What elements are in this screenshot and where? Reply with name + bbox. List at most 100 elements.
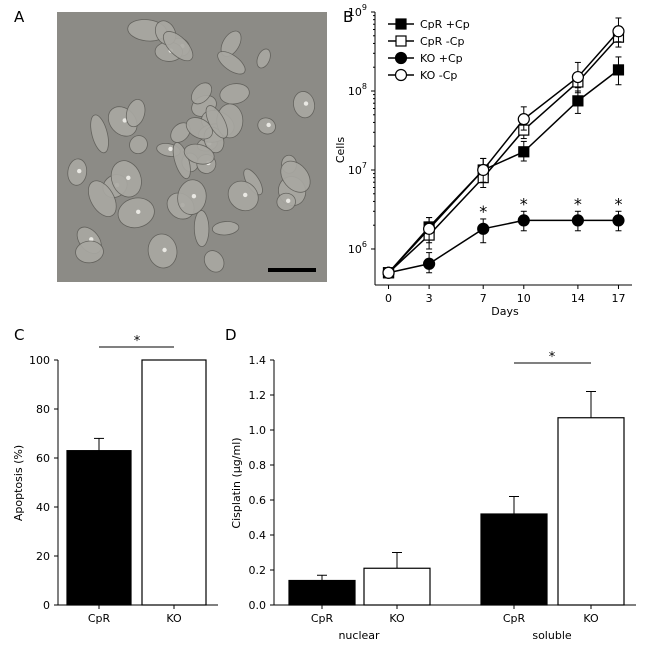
y-tick-exponent: 8 (362, 82, 367, 91)
cell-highlight (303, 101, 309, 106)
cell-highlight (77, 168, 82, 174)
significance-marker: * (574, 194, 582, 213)
y-tick-label: 0.4 (249, 529, 267, 542)
bar-nuclear-ko (363, 567, 431, 606)
cell (110, 160, 142, 198)
cell (75, 240, 104, 264)
legend-marker (395, 18, 407, 30)
cell (211, 221, 240, 236)
y-tick-label: 1.4 (249, 354, 267, 367)
x-tick-label: KO (583, 612, 599, 625)
cell (129, 135, 148, 155)
cell (125, 99, 146, 128)
data-point (517, 214, 530, 227)
y-tick-exponent: 6 (362, 240, 367, 249)
significance-marker: * (520, 194, 528, 213)
y-tick-base: 10 (348, 243, 362, 256)
cell (219, 83, 250, 105)
legend-marker (394, 68, 408, 82)
x-tick-label: CpR (88, 612, 111, 625)
x-tick-label: 0 (385, 292, 392, 305)
significance-marker: * (134, 334, 141, 349)
panel-b-series (382, 17, 625, 279)
cell-highlight (168, 146, 173, 152)
y-tick-label: 80 (36, 403, 50, 416)
cell (276, 192, 296, 211)
cell (185, 117, 213, 140)
scale-bar (268, 268, 316, 272)
cell (227, 180, 259, 212)
panel-b-letter: B (343, 8, 353, 26)
cell-highlight (89, 237, 94, 242)
y-tick-base: 10 (348, 85, 362, 98)
cell (117, 197, 155, 229)
panel-d-significance: * (514, 350, 591, 365)
cell (293, 91, 315, 119)
cell-highlight (122, 118, 127, 123)
panel-c-y-ticks: 0 20 40 60 80 100 (29, 354, 58, 612)
cell (67, 158, 88, 186)
y-tick-label: 1.0 (249, 424, 267, 437)
cell-highlight (243, 192, 248, 198)
data-point (477, 163, 490, 177)
x-tick-label: KO (166, 612, 182, 625)
y-tick-base: 10 (348, 6, 362, 19)
data-point (423, 257, 436, 270)
x-tick-label: 10 (517, 292, 531, 305)
data-point (571, 70, 584, 84)
y-tick-label: 20 (36, 550, 50, 563)
legend-label: CpR +Cp (420, 18, 470, 31)
cell-highlight (136, 209, 141, 215)
panel-c-bars: CpR KO (66, 359, 207, 625)
panel-d-bars: CpR KO nuclear CpR KO soluble (288, 391, 625, 642)
legend-label: KO -Cp (420, 69, 457, 82)
bar-soluble-cpr (480, 513, 548, 606)
panel-c-y-label: Apoptosis (%) (12, 445, 25, 521)
panel-b-significance: * * * * (479, 194, 622, 221)
y-tick-label: 106 (348, 240, 367, 256)
cell (183, 143, 215, 165)
y-tick-label: 60 (36, 452, 50, 465)
panel-d-letter: D (225, 326, 237, 344)
cell (217, 51, 246, 75)
panel-d-y-ticks: 0.0 0.2 0.4 0.6 0.8 1.0 1.2 1.4 (249, 354, 274, 612)
panel-b-y-label: Cells (334, 137, 347, 164)
cell-highlight (285, 198, 291, 204)
y-tick-label: 107 (348, 161, 367, 177)
cell-highlight (126, 175, 131, 181)
y-tick-label: 1.2 (249, 389, 267, 402)
series-line (388, 36, 620, 274)
series-line (387, 69, 619, 274)
x-tick-label: KO (389, 612, 405, 625)
y-tick-label: 100 (29, 354, 50, 367)
panel-c: C 0 20 40 60 80 100 CpR KO * Apoptosis (%) (12, 326, 218, 625)
cell-highlight (191, 193, 197, 199)
data-point (382, 266, 395, 279)
panel-a-letter: A (14, 8, 25, 26)
group-label: nuclear (338, 629, 380, 642)
legend-label: CpR -Cp (420, 35, 464, 48)
panel-c-letter: C (14, 326, 24, 344)
x-tick-label: CpR (503, 612, 526, 625)
data-point (612, 214, 625, 227)
data-point (517, 113, 530, 126)
panel-d: D 0.00.20.40.60.81.01.21.4 CpR KOnuclearC… (225, 326, 636, 642)
panel-a: A (14, 8, 327, 282)
y-tick-label: 0.2 (249, 564, 267, 577)
y-tick-label: 0.0 (249, 599, 267, 612)
x-tick-label: CpR (311, 612, 334, 625)
significance-marker: * (549, 350, 556, 365)
y-tick-label: 109 (348, 3, 367, 19)
cell (191, 82, 213, 105)
y-tick-label: 0.8 (249, 459, 267, 472)
x-tick-label: 7 (480, 292, 487, 305)
bar-cpr (66, 450, 132, 606)
significance-marker: * (479, 202, 487, 221)
x-tick-label: 14 (571, 292, 585, 305)
data-point (612, 64, 625, 76)
group-label: soluble (532, 629, 572, 642)
data-point (612, 25, 625, 38)
panel-b-legend: CpR +Cp CpR -Cp KO +Cp KO -Cp (388, 18, 470, 82)
